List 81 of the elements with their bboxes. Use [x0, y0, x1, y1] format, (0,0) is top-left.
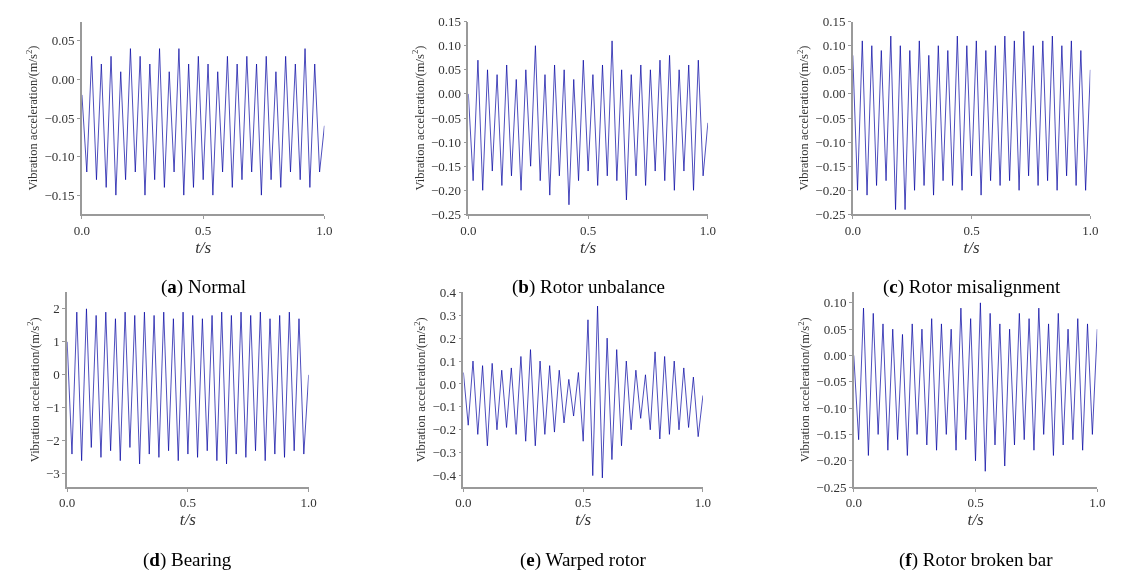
x-tick-label: 0.5 [179, 495, 197, 511]
y-tick-label: 0.10 [438, 38, 461, 54]
line-series [853, 302, 1098, 472]
y-tick-label: −0.05 [430, 110, 461, 126]
text: (b) Rotor unbalance [512, 276, 666, 298]
x-axis-title: t/s [179, 510, 197, 530]
y-tick-label: 0.3 [439, 307, 457, 323]
y-tick-label: −0.05 [44, 110, 75, 126]
x-tick-label: 1.0 [699, 222, 717, 238]
y-tick-label: −0.15 [816, 426, 847, 442]
y-tick-label: −2 [45, 433, 60, 449]
y-tick-label: −0.05 [815, 110, 846, 126]
x-tick-label: 1.0 [1089, 495, 1106, 511]
y-tick-label: 0.1 [439, 353, 457, 369]
x-tick-label: 0.0 [844, 222, 861, 238]
y-tick-label: 0.00 [438, 86, 461, 102]
x-tick-label: 1.0 [1082, 222, 1099, 238]
y-tick-label: −0.1 [432, 399, 457, 415]
y-tick-label: −0.10 [44, 149, 75, 165]
y-tick-label: 0.0 [439, 376, 457, 392]
y-tick-label: 0.15 [438, 14, 461, 30]
text: (f) Rotor broken bar [899, 549, 1054, 571]
y-tick-label: 0.00 [822, 86, 846, 102]
y-tick-label: −0.25 [816, 479, 847, 495]
y-tick-label: 0.05 [823, 321, 847, 337]
y-tick-label: 0.05 [438, 62, 461, 78]
y-tick-label: −0.15 [815, 158, 846, 174]
x-axis-title: t/s [963, 237, 980, 257]
x-axis-title: t/s [195, 237, 212, 257]
y-tick-label: 0.2 [439, 330, 457, 346]
x-tick-label: 0.5 [579, 222, 597, 238]
y-tick-label: 0.4 [439, 284, 457, 300]
y-tick-label: −0.10 [815, 134, 846, 150]
y-tick-label: 0.10 [823, 295, 847, 311]
text: (c) Rotor misalignment [883, 276, 1062, 298]
y-tick-label: 0.05 [822, 62, 846, 78]
y-tick-label: −0.20 [816, 453, 847, 469]
y-tick-label: −1 [45, 400, 60, 416]
x-tick-label: 0.5 [963, 222, 980, 238]
text: (d) Bearing [143, 549, 232, 571]
x-tick-label: 1.0 [300, 495, 317, 511]
y-tick-label: −0.20 [815, 182, 846, 198]
y-tick-label: 0.00 [51, 72, 75, 87]
line-series [852, 30, 1091, 210]
y-tick-label: 0.15 [822, 14, 846, 30]
y-tick-label: 2 [53, 301, 60, 317]
x-tick-label: 0.0 [455, 495, 472, 511]
y-tick-label: 0.10 [822, 38, 846, 54]
y-tick-label: −0.25 [815, 206, 846, 222]
line-series [81, 48, 325, 196]
y-tick-label: −0.4 [432, 468, 457, 484]
line-series [468, 40, 708, 206]
y-tick-label: 0.00 [823, 348, 847, 364]
y-tick-label: −0.3 [432, 445, 457, 461]
x-tick-label: 0.0 [845, 495, 862, 511]
x-axis-title: t/s [580, 237, 597, 257]
y-tick-label: 0.05 [51, 33, 75, 49]
line-series [67, 308, 309, 465]
y-tick-label: −0.10 [430, 134, 461, 150]
line-series [463, 305, 703, 479]
y-tick-label: −0.2 [432, 422, 457, 438]
y-tick-label: −0.20 [430, 182, 461, 198]
x-tick-label: 1.0 [694, 495, 712, 511]
x-tick-label: 0.0 [460, 222, 477, 238]
x-tick-label: 0.5 [967, 495, 984, 511]
y-tick-label: −3 [45, 466, 60, 482]
y-tick-label: −0.15 [430, 158, 461, 174]
y-tick-label: −0.25 [430, 206, 461, 222]
y-tick-label: 1 [53, 334, 60, 350]
x-tick-label: 0.5 [575, 495, 592, 511]
x-axis-title: t/s [967, 510, 984, 530]
text: (a) Normal [161, 276, 246, 298]
x-tick-label: 0.0 [73, 222, 91, 238]
y-tick-label: 0 [53, 367, 60, 383]
y-tick-label: −0.10 [816, 400, 847, 416]
y-tick-label: −0.05 [816, 374, 847, 390]
x-tick-label: 1.0 [316, 222, 333, 238]
x-tick-label: 0.5 [195, 222, 212, 238]
x-axis-title: t/s [575, 510, 592, 530]
text: (e) Warped rotor [520, 549, 647, 571]
y-tick-label: −0.15 [44, 187, 75, 203]
